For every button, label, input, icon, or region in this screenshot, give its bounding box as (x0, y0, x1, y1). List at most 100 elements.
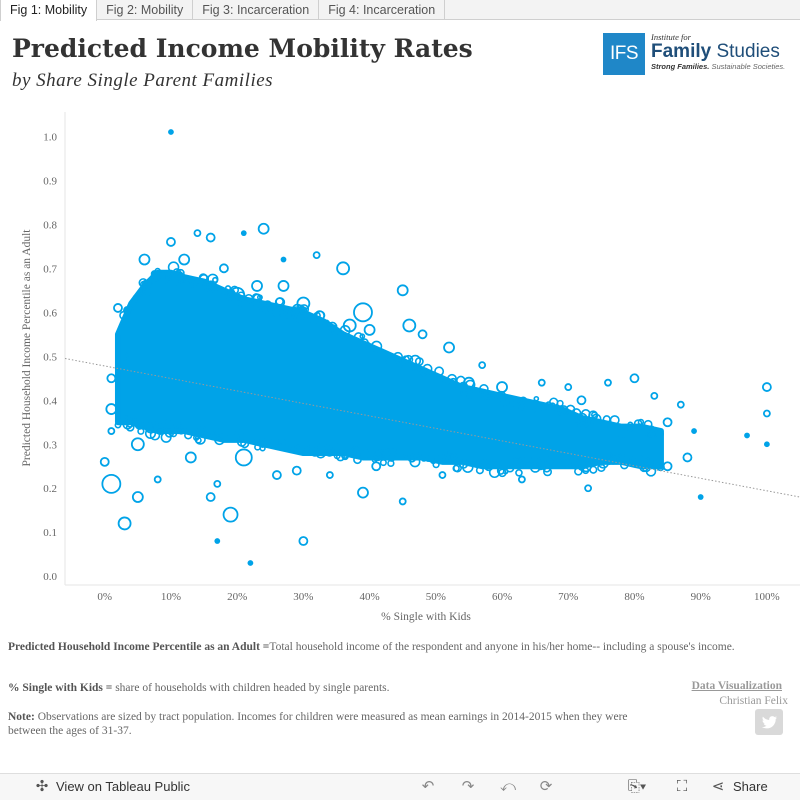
band-edge-point (401, 451, 409, 458)
x-tick-label: 70% (558, 591, 578, 603)
note-single-definition: % Single with Kids = share of households… (8, 681, 390, 695)
data-point (353, 302, 373, 323)
band-edge-point (260, 304, 270, 314)
data-point (641, 455, 654, 468)
data-point (184, 451, 197, 464)
band-edge-point (609, 415, 620, 426)
share-icon[interactable]: ⋖ (711, 778, 725, 795)
band-edge-point (425, 456, 431, 462)
data-point (107, 427, 116, 435)
band-edge-point (262, 300, 270, 308)
data-point (463, 376, 475, 389)
band-edge-point (379, 459, 387, 467)
data-point (342, 318, 357, 333)
tab-fig4-incarceration[interactable]: Fig 4: Incarceration (319, 0, 446, 20)
refresh-icon[interactable]: ⟳ (539, 778, 553, 795)
data-point (117, 516, 132, 531)
band-edge-point (288, 443, 295, 450)
band-edge-point (518, 457, 527, 466)
x-tick-label: 30% (293, 591, 313, 603)
band-edge-point (327, 324, 335, 331)
data-point (371, 461, 382, 472)
band-edge-point (244, 293, 254, 304)
note-label: Note: (8, 711, 35, 723)
data-point (298, 536, 309, 546)
data-point (271, 470, 282, 480)
download-icon[interactable]: ⎘▾ (627, 778, 647, 795)
band-edge-point (616, 426, 628, 438)
dashboard-tabs: Fig 1: Mobility Fig 2: Mobility Fig 3: I… (0, 0, 800, 21)
band-edge-point (156, 272, 166, 282)
data-point (214, 538, 221, 544)
redo-icon[interactable]: ↷ (461, 778, 475, 795)
data-point (296, 296, 311, 311)
band-edge-point (309, 446, 321, 457)
fullscreen-icon[interactable]: ⛶ (676, 778, 688, 795)
band-edge-point (532, 406, 539, 413)
band-edge-point (645, 466, 657, 477)
note-income-label: Predicted Household Income Percentile as… (8, 641, 270, 653)
revert-icon[interactable]: ⤺ (499, 778, 517, 795)
band-edge-point (335, 452, 345, 462)
logo-name-rest: Studies (716, 41, 780, 62)
data-point (682, 452, 693, 463)
chart-title: Predicted Income Mobility Rates (12, 34, 473, 63)
data-visualization-link[interactable]: Data Visualization (691, 680, 782, 692)
band-edge-point (280, 309, 292, 321)
x-tick-label: 100% (754, 591, 780, 603)
tab-fig1-mobility[interactable]: Fig 1: Mobility (0, 0, 98, 21)
y-tick-label: 0.5 (43, 351, 57, 363)
tab-fig3-incarceration[interactable]: Fig 3: Incarceration (193, 0, 320, 20)
twitter-icon[interactable] (755, 709, 783, 735)
view-on-tableau-link[interactable]: View on Tableau Public (56, 779, 190, 794)
y-tick-label: 0.7 (43, 263, 57, 275)
band-edge-point (279, 309, 287, 317)
data-point (222, 506, 239, 523)
band-edge-point (325, 443, 335, 453)
band-edge-point (341, 452, 349, 461)
band-edge-point (450, 453, 458, 460)
band-edge-point (515, 468, 523, 477)
band-edge-point (257, 437, 268, 449)
note-methodology-text: Observations are sized by tract populati… (8, 711, 628, 737)
band-edge-point (412, 367, 420, 375)
undo-icon[interactable]: ↶ (421, 778, 435, 795)
data-point (363, 324, 376, 336)
data-point (131, 491, 144, 503)
data-point (763, 441, 770, 448)
band-edge-point (549, 397, 559, 407)
band-edge-point (350, 446, 361, 456)
band-edge-point (403, 354, 414, 365)
data-point (417, 329, 428, 340)
band-edge-point (188, 281, 196, 289)
data-point (280, 256, 287, 263)
data-point (153, 475, 162, 484)
tab-fig2-mobility[interactable]: Fig 2: Mobility (97, 0, 194, 20)
band-edge-point (401, 355, 410, 364)
band-edge-point (370, 340, 383, 353)
data-point (597, 457, 606, 466)
band-edge-point (464, 379, 476, 391)
share-button[interactable]: Share (733, 779, 768, 794)
band-edge-point (353, 455, 362, 465)
ifs-logo: IFS Institute for Family Studies Strong … (603, 33, 795, 75)
band-edge-point (254, 438, 261, 445)
band-edge-point (240, 439, 250, 449)
scatter-chart[interactable]: 0.0 0.1 0.2 0.3 0.4 0.5 0.6 0.7 0.8 0.9 1.0 0% 10% 2… (0, 110, 800, 640)
data-point (478, 361, 487, 369)
dense-point-cloud (114, 261, 665, 479)
data-point (105, 403, 118, 415)
y-tick-label: 0.4 (43, 395, 57, 407)
band-edge-point (511, 457, 520, 466)
data-point (584, 484, 593, 493)
data-point (130, 437, 145, 452)
trend-line (64, 358, 800, 498)
band-edge-point (434, 366, 445, 377)
band-edge-point (176, 274, 186, 284)
band-edge-point (294, 444, 304, 454)
band-edge-point (378, 446, 389, 458)
band-edge-point (207, 273, 219, 286)
x-tick-label: 10% (161, 591, 181, 603)
band-edge-point (499, 397, 509, 407)
band-edge-point (330, 442, 340, 452)
